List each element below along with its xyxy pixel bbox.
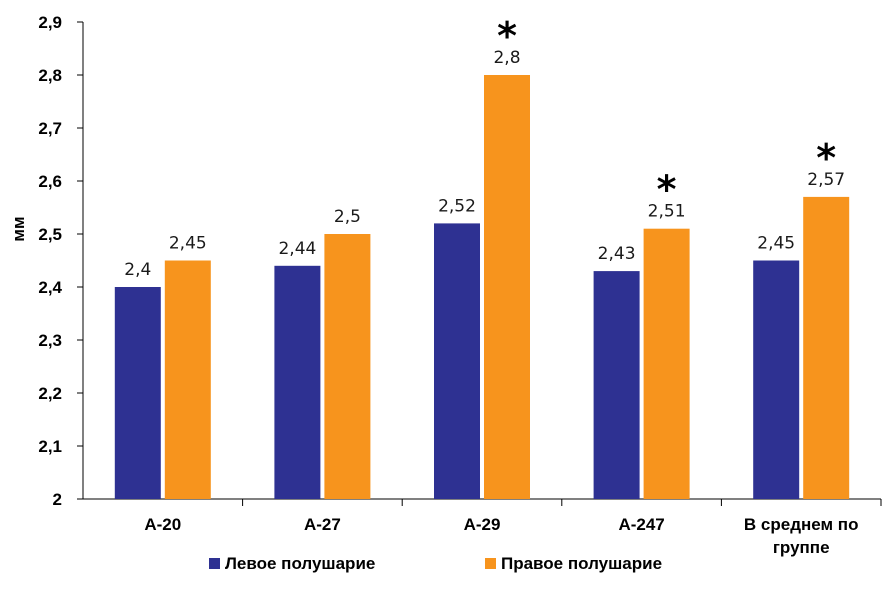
bar (274, 265, 321, 499)
y-tick-label: 2,2 (38, 384, 62, 403)
data-labels: 2,42,45 2,442,52,522,8*2,432,51*2,452,57* (124, 14, 845, 280)
bar (434, 223, 480, 499)
legend-swatch (209, 558, 220, 569)
y-tick-label: 2,7 (38, 119, 62, 138)
legend-swatch (485, 558, 496, 569)
y-tick-label: 2 (53, 490, 62, 509)
bar (324, 234, 371, 499)
data-label: 2,44 (278, 239, 316, 259)
y-axis-label: мм (9, 216, 28, 241)
bar (753, 260, 800, 499)
y-tick-labels: 2 2,1 2,2 2,3 2,4 2,5 2,6 2,7 2,8 2,9 (38, 13, 62, 509)
category-label: А-20 (144, 515, 181, 534)
significance-asterisk: * (657, 168, 677, 212)
category-label: А-27 (304, 515, 341, 534)
data-label: 2,5 (334, 207, 361, 227)
bar (114, 287, 161, 499)
y-tick-label: 2,8 (38, 66, 62, 85)
axes (77, 21, 882, 506)
data-label: 2,52 (438, 196, 476, 216)
data-label: 2,57 (807, 170, 845, 190)
y-tick-label: 2,5 (38, 225, 62, 244)
bars (114, 75, 850, 499)
legend-label: Правое полушарие (501, 554, 662, 573)
significance-asterisk: * (816, 136, 836, 180)
data-label: 2,45 (169, 234, 207, 254)
bar (643, 228, 690, 499)
bar (803, 196, 850, 499)
y-tick-label: 2,1 (38, 437, 62, 456)
category-label: А-247 (618, 515, 664, 534)
category-label: группе (773, 538, 830, 557)
y-tick-label: 2,9 (38, 13, 62, 32)
y-tick-label: 2,6 (38, 172, 62, 191)
category-label: В среднем по (744, 515, 859, 534)
data-label: 2,4 (124, 260, 151, 280)
category-label: А-29 (464, 515, 501, 534)
bar (593, 271, 640, 499)
legend-label: Левое полушарие (225, 554, 375, 573)
category-labels: А-20 А-27 А-29 А-247 В среднем по группе (144, 515, 858, 557)
data-label: 2,45 (757, 234, 795, 254)
data-label: 2,43 (598, 244, 636, 264)
legend: Левое полушарие Правое полушарие (209, 554, 662, 573)
data-label: 2,51 (648, 202, 686, 222)
y-tick-label: 2,3 (38, 331, 62, 350)
data-label: 2,8 (493, 48, 520, 68)
significance-asterisk: * (497, 14, 517, 58)
bar (484, 75, 530, 499)
y-tick-label: 2,4 (38, 278, 62, 297)
bar (164, 260, 211, 499)
